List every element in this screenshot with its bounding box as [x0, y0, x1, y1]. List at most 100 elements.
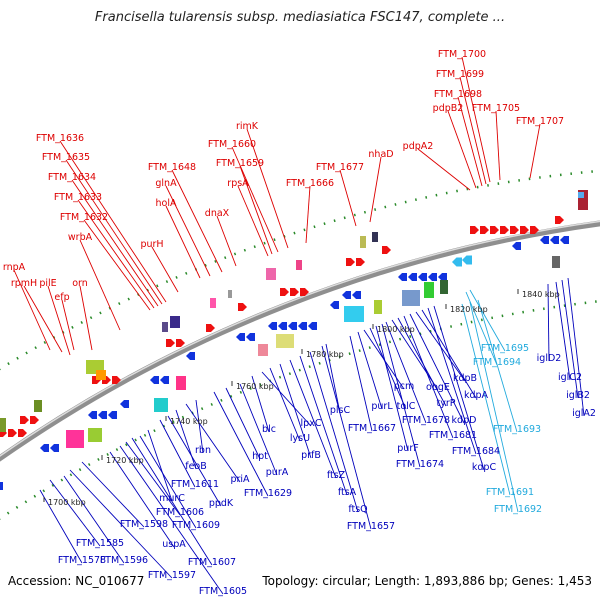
gene-block[interactable]	[402, 290, 420, 306]
gene-arrow[interactable]	[150, 376, 159, 384]
gene-label[interactable]: kdpA	[464, 390, 489, 401]
gene-label[interactable]: rimK	[236, 121, 259, 132]
gene-arrow[interactable]	[382, 246, 391, 254]
gene-label[interactable]: tyrP	[437, 398, 456, 409]
gene-label[interactable]: FTM_1648	[148, 162, 196, 173]
gene-label[interactable]: FTM_1659	[216, 158, 264, 169]
gene-arrow[interactable]	[40, 444, 49, 452]
gene-arrow[interactable]	[342, 291, 351, 299]
gene-block[interactable]	[162, 322, 168, 332]
gene-arrow[interactable]	[346, 258, 355, 266]
gene-label[interactable]: efp	[54, 292, 69, 303]
gene-arrow[interactable]	[490, 226, 499, 234]
gene-arrow[interactable]	[510, 226, 519, 234]
gene-arrow[interactable]	[480, 226, 489, 234]
gene-arrow[interactable]	[50, 444, 59, 452]
gene-arrow[interactable]	[112, 376, 121, 384]
gene-label[interactable]: rpmH	[11, 278, 37, 289]
gene-arrow[interactable]	[206, 324, 215, 332]
gene-arrow[interactable]	[166, 339, 175, 347]
gene-arrow[interactable]	[560, 236, 569, 244]
gene-block[interactable]	[578, 190, 588, 210]
gene-label[interactable]: FTM_1660	[208, 139, 256, 150]
gene-label[interactable]: pdpA2	[403, 141, 434, 152]
gene-label[interactable]: FTM_1681	[429, 430, 477, 441]
gene-label[interactable]: FTM_1684	[452, 446, 500, 457]
gene-block[interactable]	[360, 236, 366, 248]
gene-label[interactable]: hpt	[252, 451, 268, 462]
gene-label[interactable]: FTM_1596	[100, 555, 148, 566]
gene-label[interactable]: holA	[156, 198, 177, 209]
gene-block[interactable]	[552, 256, 560, 268]
gene-label[interactable]: rnpA	[3, 262, 26, 273]
gene-arrow[interactable]	[18, 429, 27, 437]
gene-label[interactable]: FTM_1598	[120, 519, 168, 530]
gene-label[interactable]: ftsA	[338, 487, 357, 498]
gene-label[interactable]: feoB	[185, 461, 207, 472]
gene-arrow[interactable]	[108, 411, 117, 419]
gene-label[interactable]: lysU	[290, 433, 310, 444]
gene-arrow[interactable]	[186, 352, 195, 360]
gene-label[interactable]: FTM_1633	[54, 192, 102, 203]
gene-block[interactable]	[296, 260, 302, 270]
gene-label[interactable]: pcm	[394, 381, 415, 392]
gene-label[interactable]: tolC	[397, 401, 416, 412]
gene-arrow[interactable]	[30, 416, 39, 424]
gene-arrow[interactable]	[308, 322, 317, 330]
gene-label[interactable]: ftsQ	[348, 504, 367, 515]
gene-block[interactable]	[88, 428, 102, 442]
gene-block[interactable]	[372, 232, 378, 242]
gene-arrow[interactable]	[356, 258, 365, 266]
gene-arrow[interactable]	[428, 273, 437, 281]
gene-label[interactable]: lpxC	[301, 418, 322, 429]
gene-arrow[interactable]	[8, 429, 17, 437]
gene-label[interactable]: FTM_1692	[494, 504, 542, 515]
gene-label[interactable]: kdpD	[452, 415, 477, 426]
gene-label[interactable]: FTM_1636	[36, 133, 84, 144]
gene-arrow[interactable]	[298, 322, 307, 330]
gene-label[interactable]: orn	[72, 278, 88, 289]
gene-label[interactable]: FTM_1606	[156, 507, 204, 518]
gene-label[interactable]: ppdK	[209, 498, 234, 509]
gene-label[interactable]: blc	[262, 424, 276, 435]
gene-label[interactable]: FTM_1698	[434, 89, 482, 100]
gene-block[interactable]	[344, 306, 364, 322]
gene-label[interactable]: iglD2	[537, 353, 562, 364]
gene-label[interactable]: ftsZ	[327, 470, 346, 481]
gene-arrow[interactable]	[236, 333, 245, 341]
gene-label[interactable]: iglB2	[566, 390, 590, 401]
gene-label[interactable]: kdpC	[472, 462, 497, 473]
gene-label[interactable]: FTM_1597	[148, 570, 196, 581]
gene-block[interactable]	[374, 300, 382, 314]
gene-block[interactable]	[440, 280, 448, 294]
gene-arrow[interactable]	[530, 226, 539, 234]
gene-arrow[interactable]	[246, 333, 255, 341]
gene-label[interactable]: FTM_1695	[481, 343, 529, 354]
gene-arrow[interactable]	[438, 273, 447, 281]
gene-block[interactable]	[176, 376, 186, 390]
gene-block[interactable]	[276, 334, 294, 348]
gene-arrow[interactable]	[520, 226, 529, 234]
gene-arrow[interactable]	[290, 288, 299, 296]
gene-block[interactable]	[210, 298, 216, 308]
gene-arrow[interactable]	[550, 236, 559, 244]
gene-label[interactable]: FTM_1585	[76, 538, 124, 549]
gene-label[interactable]: FTM_1694	[473, 357, 521, 368]
gene-block[interactable]	[34, 400, 42, 412]
gene-label[interactable]: FTM_1634	[48, 172, 96, 183]
gene-label[interactable]: iglC2	[558, 372, 582, 383]
gene-label[interactable]: FTM_1578	[58, 555, 106, 566]
gene-arrow[interactable]	[398, 273, 407, 281]
gene-arrow[interactable]	[352, 291, 361, 299]
gene-arrow[interactable]	[280, 288, 289, 296]
gene-label[interactable]: plsC	[330, 405, 351, 416]
gene-label[interactable]: FTM_1629	[244, 488, 292, 499]
gene-label[interactable]: prfB	[301, 450, 321, 461]
gene-label[interactable]: FTM_1605	[199, 586, 247, 597]
gene-label[interactable]: nhaD	[368, 149, 393, 160]
gene-label[interactable]: purH	[140, 239, 163, 250]
gene-label[interactable]: wrbA	[68, 232, 93, 243]
gene-arrow[interactable]	[500, 226, 509, 234]
gene-label[interactable]: FTM_1607	[188, 557, 236, 568]
gene-arrow[interactable]	[268, 322, 277, 330]
